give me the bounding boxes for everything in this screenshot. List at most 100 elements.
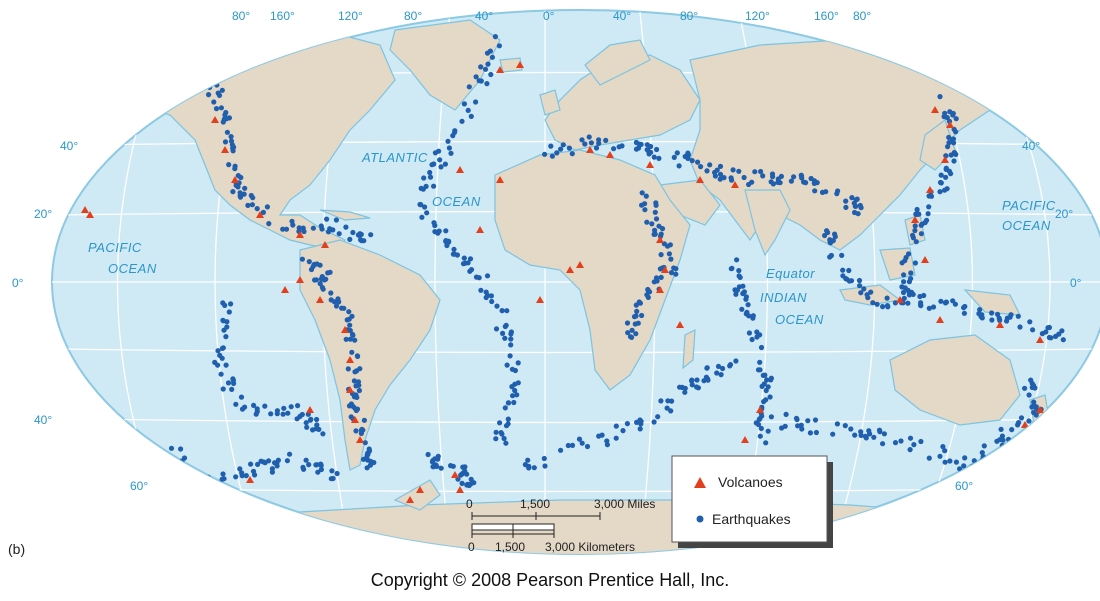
earthquake-marker xyxy=(222,139,229,145)
earthquake-marker xyxy=(248,192,254,199)
earthquake-marker xyxy=(306,259,312,265)
earthquake-marker xyxy=(110,105,116,111)
earthquake-marker xyxy=(677,384,683,390)
earthquake-marker xyxy=(768,414,775,420)
volcano-marker xyxy=(1036,336,1044,343)
madagascar xyxy=(682,328,696,370)
earthquake-marker xyxy=(206,92,212,98)
earthquake-marker xyxy=(943,299,949,305)
earthquake-marker xyxy=(496,43,502,49)
earthquake-marker xyxy=(849,195,855,201)
earthquake-marker xyxy=(910,291,916,297)
earthquake-marker xyxy=(689,382,695,388)
british-isles xyxy=(539,89,561,116)
india xyxy=(744,189,791,257)
earthquake-marker xyxy=(937,492,943,498)
earthquake-marker xyxy=(353,392,359,398)
earthquake-marker xyxy=(793,415,800,421)
earthquake-marker xyxy=(126,103,132,109)
earthquake-marker xyxy=(876,427,883,433)
earthquake-marker xyxy=(674,150,680,156)
earthquake-marker xyxy=(219,87,225,93)
latitude-label: 60° xyxy=(130,479,148,493)
indian-ocean-label: INDIAN xyxy=(760,290,807,305)
earthquake-marker xyxy=(499,308,505,314)
earthquake-marker xyxy=(729,265,735,271)
earthquake-marker xyxy=(673,271,679,277)
earthquake-marker xyxy=(245,202,251,208)
earthquake-marker xyxy=(129,102,135,108)
earthquake-marker xyxy=(515,380,521,386)
earthquake-marker xyxy=(950,136,957,142)
earthquake-marker xyxy=(613,423,619,429)
earthquake-marker xyxy=(852,209,858,216)
earthquake-marker xyxy=(830,238,836,244)
earthquake-marker xyxy=(421,175,427,181)
earthquake-marker xyxy=(163,86,169,92)
earthquake-marker xyxy=(233,474,239,480)
earthquake-marker xyxy=(925,211,931,217)
earthquake-marker xyxy=(272,460,278,466)
earthquake-marker xyxy=(658,252,664,258)
earthquake-marker xyxy=(219,355,225,361)
earthquake-marker xyxy=(465,260,471,266)
earthquake-marker xyxy=(160,88,166,94)
earthquake-marker xyxy=(467,268,473,274)
earthquake-marker xyxy=(446,145,452,151)
earthquake-marker xyxy=(189,61,195,67)
earthquake-marker xyxy=(945,481,952,487)
earthquake-marker xyxy=(961,463,967,469)
earthquake-marker xyxy=(653,216,660,222)
earthquake-marker xyxy=(1017,324,1023,330)
longitude-label: 80° xyxy=(404,9,422,23)
earthquake-marker xyxy=(484,81,490,87)
volcano-marker xyxy=(221,146,229,153)
earthquake-marker xyxy=(345,366,351,372)
earthquake-marker xyxy=(427,174,434,180)
earthquake-marker xyxy=(336,231,342,237)
legend-box xyxy=(671,455,828,543)
earthquake-marker xyxy=(839,252,845,258)
earthquake-marker xyxy=(327,269,333,275)
earthquake-marker xyxy=(146,91,153,97)
earthquake-marker xyxy=(191,475,198,481)
volcano-legend-icon xyxy=(694,477,706,488)
earthquake-marker xyxy=(673,266,679,272)
earthquake-marker xyxy=(280,411,286,417)
earthquake-marker xyxy=(508,331,514,337)
earthquake-marker xyxy=(637,417,643,423)
volcano-marker xyxy=(911,216,919,223)
earthquake-marker xyxy=(178,446,184,452)
earthquake-marker xyxy=(940,444,946,450)
earthquake-marker xyxy=(169,75,175,81)
earthquake-marker xyxy=(892,300,899,306)
volcano-marker xyxy=(921,256,929,263)
earthquake-marker xyxy=(445,138,451,144)
earthquake-marker xyxy=(858,432,864,438)
earthquake-marker xyxy=(323,276,329,282)
earthquake-marker xyxy=(937,94,943,100)
earthquake-marker xyxy=(216,92,223,98)
volcano-marker xyxy=(306,406,314,413)
earthquake-marker xyxy=(542,151,548,157)
earthquake-marker xyxy=(158,84,164,90)
earthquake-marker xyxy=(295,403,301,409)
australia xyxy=(889,334,1021,426)
earthquake-marker xyxy=(1060,337,1066,343)
earthquake-marker xyxy=(1018,415,1025,421)
earthquake-marker xyxy=(354,406,361,412)
earthquake-marker xyxy=(807,430,814,436)
earthquake-marker xyxy=(503,440,509,446)
earthquake-marker xyxy=(943,165,949,171)
earthquake-marker xyxy=(1015,313,1021,319)
volcano-marker xyxy=(31,376,39,383)
earthquake-marker xyxy=(300,225,306,231)
pacific-ocean-label-west: PACIFIC xyxy=(88,240,142,255)
earthquake-marker xyxy=(280,226,286,232)
earthquake-marker xyxy=(509,393,516,399)
latitude-label: 40° xyxy=(34,413,52,427)
earthquake-marker xyxy=(953,116,959,122)
earthquake-marker xyxy=(504,362,510,368)
latitude-label: 40° xyxy=(1022,139,1040,153)
earthquake-marker xyxy=(668,408,674,414)
